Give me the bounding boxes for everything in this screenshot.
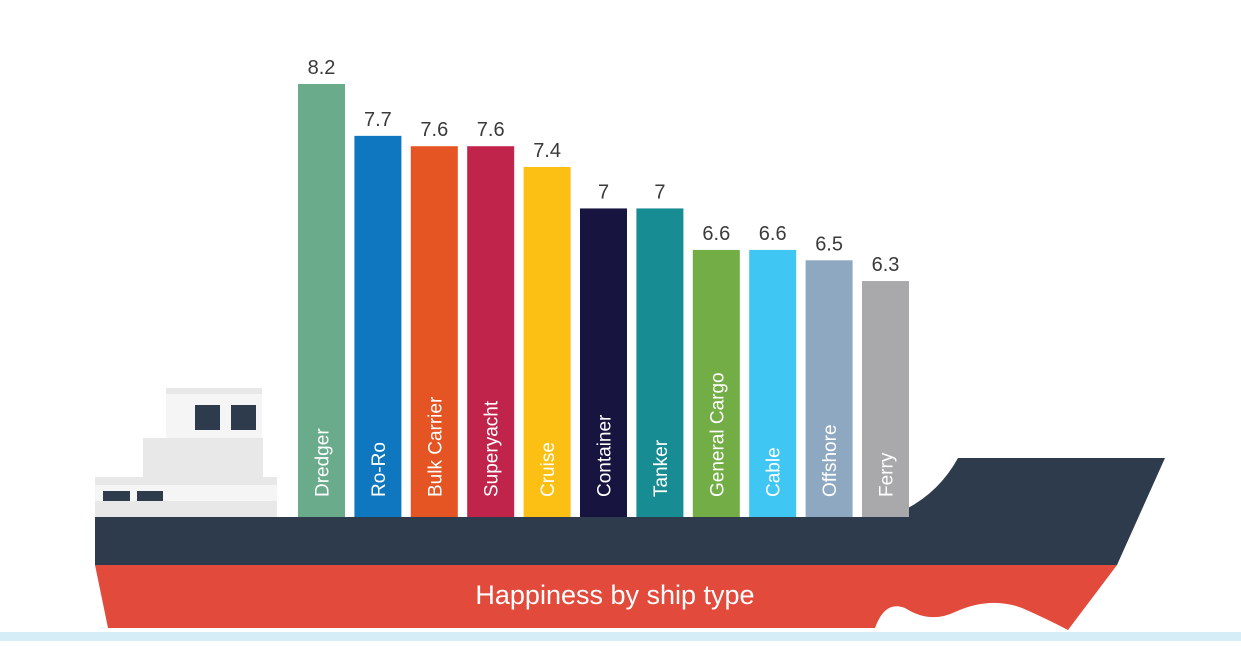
cabin-middle (143, 438, 263, 478)
cabin-deck-rail (95, 477, 277, 485)
bar-category-label: Cable (764, 447, 785, 497)
hull-red (95, 565, 1117, 630)
bar-bulk-carrier (410, 146, 458, 517)
bar-category-label: Offshore (820, 424, 841, 497)
bar-cable (749, 249, 797, 518)
bar-value-label: 7.6 (477, 119, 505, 141)
bar-superyacht (467, 146, 515, 517)
bar-general-cargo (692, 249, 740, 518)
bar-container (580, 208, 627, 517)
bar-value-label: 7 (654, 181, 665, 203)
bar-value-label: 6.6 (702, 223, 730, 245)
bar-dredger (298, 84, 345, 517)
bar-category-label: Cruise (538, 442, 559, 497)
bar-ro-ro (354, 135, 402, 517)
chart-title: Happiness by ship type (475, 580, 754, 610)
cabin-roof (166, 388, 262, 394)
bar-category-label: Bulk Carrier (425, 396, 446, 497)
bar-series: 8.2 Dredger 7.7 Ro-Ro 7.6 Bulk Carrier 7.6 Supe… (298, 57, 909, 518)
bar-category-label: Dredger (313, 428, 334, 497)
bar-category-label: Superyacht (482, 400, 503, 497)
cabin-window (231, 405, 256, 430)
cabin-window (137, 491, 163, 504)
bar-offshore (805, 260, 853, 517)
cabin-deck-strip (95, 501, 277, 517)
cabin-window (103, 491, 130, 504)
bar-value-label: 8.2 (308, 57, 336, 79)
bar-tanker (636, 208, 684, 517)
cabin-window (195, 405, 220, 430)
bar-value-label: 7.7 (364, 109, 392, 131)
bar-category-label: Ro-Ro (369, 442, 390, 497)
bar-value-label: 7.6 (420, 119, 448, 141)
bar-cruise (523, 166, 571, 517)
bar-category-label: Ferry (877, 452, 898, 497)
bar-value-label: 7 (598, 181, 609, 203)
bar-ferry (862, 281, 909, 517)
bar-value-label: 6.3 (872, 254, 900, 276)
hull-dark (95, 458, 1165, 565)
bar-value-label: 7.4 (533, 140, 561, 162)
bar-category-label: Container (595, 414, 616, 497)
water-strip (0, 632, 1241, 641)
bar-value-label: 6.6 (759, 223, 787, 245)
bar-value-label: 6.5 (815, 233, 843, 255)
bar-category-label: General Cargo (707, 372, 728, 497)
ship-cabin (95, 388, 277, 518)
bar-category-label: Tanker (651, 439, 672, 497)
